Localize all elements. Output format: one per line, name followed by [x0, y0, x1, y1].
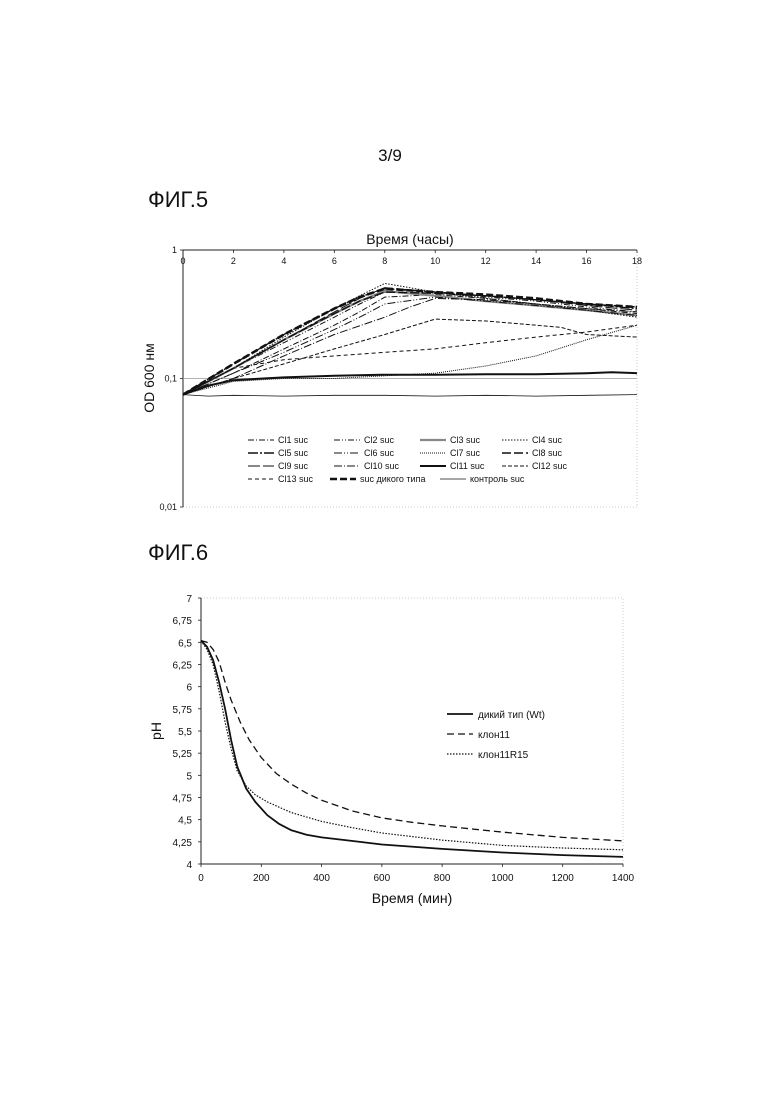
fig5-series-line-cl11-suc [183, 372, 637, 394]
fig5-series-line-cl12-suc [183, 319, 637, 395]
fig6-y-tick-label: 5,25 [173, 749, 193, 760]
fig6-x-tick-label: 600 [374, 873, 391, 884]
fig6-x-tick-label: 1000 [491, 873, 514, 884]
fig5-x-tick-label: 2 [231, 256, 236, 266]
fig6-series-line-клон11r15 [201, 641, 623, 850]
fig5-legend-label-cl5-suc: Cl5 suc [278, 448, 309, 458]
fig6-y-tick-label: 5 [186, 771, 192, 782]
fig6-legend-label-клон11r15: клон11R15 [478, 750, 529, 761]
fig6-series-line-дикий-тип-wt [201, 641, 623, 857]
fig6-y-tick-label: 7 [186, 594, 192, 605]
fig5-x-tick-label: 6 [332, 256, 337, 266]
fig5-x-tick-label: 8 [382, 256, 387, 266]
fig6-y-tick-label: 6,75 [173, 616, 193, 627]
fig6-legend-label-дикий-тип-wt: дикий тип (Wt) [478, 710, 545, 721]
fig5-legend-label-cl13-suc: Cl13 suc [278, 474, 314, 484]
fig5-legend-label-cl11-suc: Cl11 suc [450, 461, 485, 471]
fig5-y-tick-label: 1 [172, 245, 177, 255]
fig6-x-tick-label: 0 [198, 873, 204, 884]
fig5-legend-label-контроль-suc: контроль suc [470, 474, 525, 484]
fig5-x-tick-label: 18 [632, 256, 642, 266]
fig5-x-tick-label: 4 [281, 256, 286, 266]
fig6-y-tick-label: 5,5 [178, 727, 192, 738]
fig5-y-tick-label: 0,01 [159, 502, 177, 512]
fig5-x-axis-title: Время (часы) [366, 231, 453, 247]
fig5-legend-label-cl10-suc: Cl10 suc [364, 461, 400, 471]
fig5-legend-label-cl2-suc: Cl2 suc [364, 435, 395, 445]
fig5-legend-label-cl8-suc: Cl8 suc [532, 448, 563, 458]
fig5-legend-label-cl12-suc: Cl12 suc [532, 461, 568, 471]
fig5-legend-label-cl4-suc: Cl4 suc [532, 435, 563, 445]
fig5-x-tick-label: 0 [180, 256, 185, 266]
fig6-plot-frame [201, 598, 623, 864]
fig6-y-tick-label: 4,25 [173, 838, 193, 849]
fig5-x-tick-label: 14 [531, 256, 541, 266]
fig5-series-line-cl13-suc [183, 325, 637, 394]
fig5-legend-label-cl7-suc: Cl7 suc [450, 448, 481, 458]
fig6-y-tick-label: 4,75 [173, 794, 193, 805]
fig5-series-line-cl7-suc [183, 325, 637, 394]
fig5-x-tick-label: 10 [430, 256, 440, 266]
fig6-y-tick-label: 5,75 [173, 705, 193, 716]
fig5-legend-label-cl1-suc: Cl1 suc [278, 435, 309, 445]
fig6-x-tick-label: 200 [253, 873, 270, 884]
fig5-y-tick-label: 0,1 [164, 374, 177, 384]
fig6-x-tick-label: 400 [313, 873, 330, 884]
fig5-legend-label-cl6-suc: Cl6 suc [364, 448, 395, 458]
fig6-y-tick-label: 4 [186, 860, 192, 871]
fig6-x-axis-title: Время (мин) [372, 890, 453, 906]
fig5-legend-label-cl3-suc: Cl3 suc [450, 435, 481, 445]
fig6-y-tick-label: 6,5 [178, 638, 192, 649]
fig5-legend-label-cl9-suc: Cl9 suc [278, 461, 309, 471]
fig5-x-tick-label: 12 [481, 256, 491, 266]
fig6-y-tick-label: 6 [186, 683, 192, 694]
fig5-legend-label-suc-дикого-типа: suc дикого типа [360, 474, 425, 484]
fig6-x-tick-label: 1400 [612, 873, 635, 884]
fig6-x-tick-label: 1200 [552, 873, 575, 884]
fig5-y-axis-title: OD 600 нм [141, 343, 157, 413]
fig5-series-line-контроль-suc [183, 395, 637, 397]
fig6-y-tick-label: 4,5 [178, 816, 192, 827]
fig6-y-axis-title: pH [148, 722, 164, 740]
fig5-x-tick-label: 16 [582, 256, 592, 266]
fig6-x-tick-label: 800 [434, 873, 451, 884]
fig6-y-tick-label: 6,25 [173, 661, 193, 672]
fig6-legend-label-клон11: клон11 [478, 730, 510, 741]
